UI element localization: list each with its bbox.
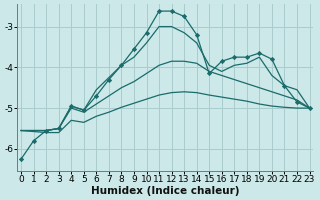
X-axis label: Humidex (Indice chaleur): Humidex (Indice chaleur): [91, 186, 240, 196]
